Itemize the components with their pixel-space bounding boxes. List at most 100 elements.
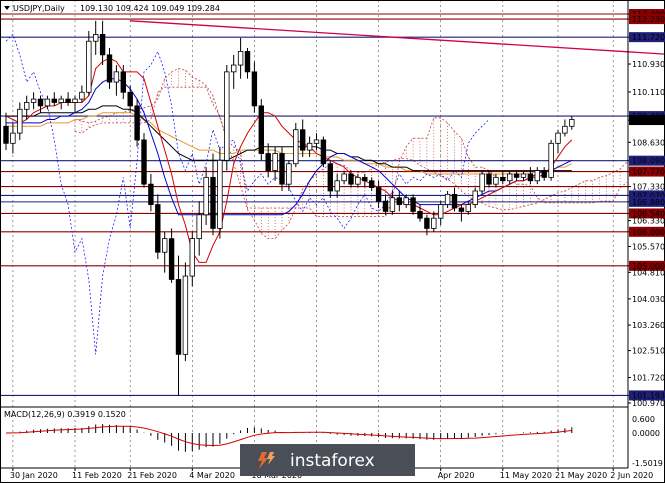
time-label-text: 21 May 2020 [555,471,607,480]
candle[interactable] [134,99,140,147]
bear-candle-body [396,197,402,205]
candle[interactable] [51,92,57,106]
candle[interactable] [265,143,271,178]
candle[interactable] [155,194,161,260]
candle[interactable] [486,170,492,188]
candle[interactable] [527,167,534,185]
candle[interactable] [320,136,327,168]
candle[interactable] [17,102,23,140]
candle[interactable] [437,201,444,226]
candle[interactable] [175,255,182,396]
candle[interactable] [444,190,451,208]
candle[interactable] [161,231,168,273]
candle[interactable] [23,95,30,120]
candle[interactable] [368,177,375,191]
dropdown-triangle-icon[interactable] [4,6,10,10]
bear-candle-body [368,180,375,188]
candle[interactable] [479,170,485,195]
candle[interactable] [196,201,202,256]
candle[interactable] [293,122,299,168]
candle[interactable] [230,54,237,89]
candle[interactable] [555,129,561,154]
candle[interactable] [182,262,189,362]
candle[interactable] [58,95,64,110]
candle[interactable] [396,190,402,212]
candle[interactable] [534,167,540,185]
candle[interactable] [10,122,16,154]
candle[interactable] [141,133,147,188]
candle[interactable] [548,139,554,181]
candle[interactable] [424,214,430,236]
candle[interactable] [500,170,506,185]
candle[interactable] [65,92,71,106]
price-label-text: 109.284 [632,116,665,125]
candle[interactable] [279,146,285,191]
candle[interactable] [189,231,195,287]
price-label: 106.330 [628,217,665,226]
candle[interactable] [506,170,513,185]
candle[interactable] [113,65,120,96]
candle[interactable] [355,173,361,188]
candle[interactable] [30,92,37,110]
candle[interactable] [127,85,133,113]
candle[interactable] [431,211,437,232]
candle[interactable] [44,95,51,110]
time-label: 11 May 2020 [500,468,552,480]
candle[interactable] [313,133,320,151]
candle[interactable] [258,99,264,161]
candle[interactable] [203,167,209,226]
price-label-highlight [629,14,665,25]
candle[interactable] [465,201,471,215]
grid-layer [12,0,614,468]
candle[interactable] [513,170,520,181]
candle[interactable] [451,187,458,212]
candle[interactable] [348,170,354,188]
candle[interactable] [341,170,347,185]
candle[interactable] [251,61,258,113]
candle[interactable] [272,146,278,181]
candle[interactable] [224,65,230,171]
candle[interactable] [79,85,85,103]
candle[interactable] [306,136,313,157]
candle[interactable] [472,187,478,208]
candle[interactable] [541,167,547,181]
candle[interactable] [168,228,175,283]
candle[interactable] [569,116,575,130]
candle[interactable] [37,95,44,113]
candle[interactable] [244,48,251,79]
candle[interactable] [86,31,92,96]
candle[interactable] [403,194,409,208]
candle[interactable] [237,37,244,79]
candle[interactable] [493,173,499,188]
candle[interactable] [334,173,340,198]
price-label: 108.630 [628,138,665,147]
candle[interactable] [410,194,416,215]
time-label: Apr 2020 [438,468,474,480]
candle[interactable] [327,160,333,198]
candle[interactable] [382,194,389,215]
descending-trend-line[interactable] [130,20,665,60]
candle[interactable] [3,112,9,151]
candle[interactable] [106,48,113,89]
candle[interactable] [217,146,223,239]
candle[interactable] [389,190,396,215]
candle[interactable] [120,65,126,100]
candle[interactable] [458,204,465,222]
candle[interactable] [520,170,527,181]
candle[interactable] [417,204,423,222]
candle[interactable] [375,180,382,208]
candle[interactable] [299,119,306,157]
bull-candle-body [203,176,209,216]
candle[interactable] [72,95,78,113]
candle[interactable] [210,153,216,236]
candlesticks[interactable] [3,20,575,396]
candle[interactable] [148,173,154,212]
time-label: 2 Jun 2020 [610,468,653,480]
candle[interactable] [286,160,292,191]
candle[interactable] [562,119,568,137]
candle[interactable] [93,20,99,55]
candle[interactable] [99,20,106,66]
candle[interactable] [362,173,368,188]
bear-candle-body [99,34,106,56]
